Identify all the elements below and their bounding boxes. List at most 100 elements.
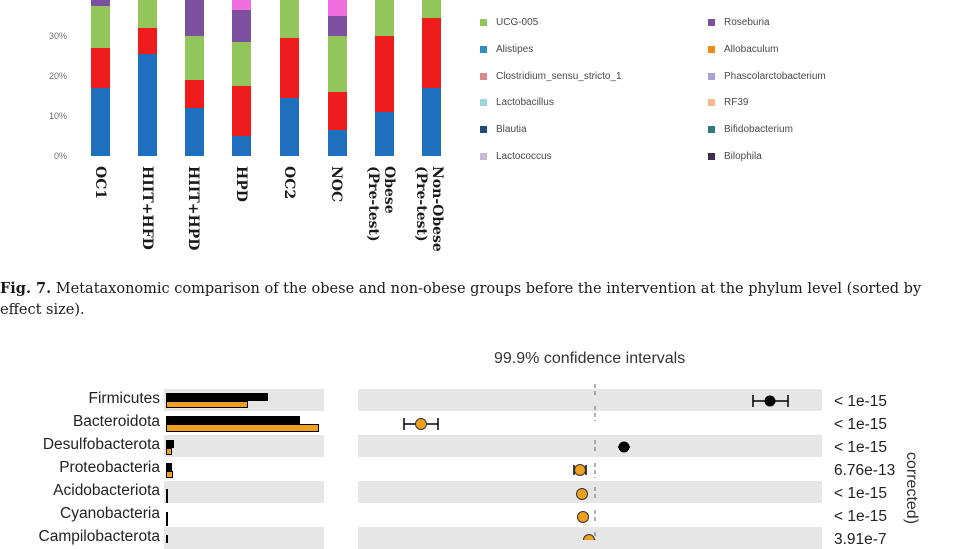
legend-label: Bilophila: [724, 151, 762, 162]
prop-bar-nonobese: [166, 471, 173, 478]
legend-swatch: [480, 19, 487, 26]
caption-label: Fig. 7.: [0, 280, 52, 297]
ci-point-acidobacteriota: [576, 488, 588, 500]
y-tick-20: 20%: [48, 71, 67, 81]
ci-title: 99.9% confidence intervals: [494, 350, 686, 367]
x-label-oc2: OC2: [281, 166, 297, 200]
bar-segment: [232, 0, 251, 10]
p-value: < 1e-15: [834, 508, 888, 525]
ci-point-proteobacteria: [573, 464, 587, 476]
prop-stripe-3: [164, 435, 324, 457]
legend-label: Bifidobacterium: [724, 124, 793, 135]
legend-swatch: [708, 153, 715, 160]
x-label-noc: NOC: [328, 166, 344, 203]
legend-label: Blautia: [496, 124, 527, 135]
legend-swatch: [708, 126, 715, 133]
ci-stripe-1: [358, 389, 822, 411]
prop-bar-nonobese: [166, 401, 248, 408]
x-label-oc1: OC1: [92, 166, 108, 200]
caption-text: Metataxonomic comparison of the obese an…: [51, 281, 922, 297]
bar-segment: [185, 80, 204, 108]
legend-label: Alistipes: [496, 44, 534, 55]
ci-point-desulfobacterota: [618, 441, 630, 453]
legend-label: Lactobacillus: [496, 97, 554, 108]
prop-bar-obese: [166, 440, 174, 448]
bar-segment: [232, 42, 251, 86]
bar-segment: [280, 38, 299, 98]
legend-swatch: [480, 46, 487, 53]
legend-label: Clostridium_sensu_stricto_1: [496, 71, 622, 82]
phylum-label: Proteobacteria: [59, 459, 160, 476]
phylum-label: Acidobacteriota: [53, 482, 160, 499]
bar-segment: [375, 112, 394, 156]
legend-label: Roseburia: [724, 17, 770, 28]
ci-point-cyanobacteria: [577, 511, 589, 523]
p-value: < 1e-15: [834, 485, 888, 502]
bar-segment: [91, 6, 110, 48]
x-label-obese-pretest: Obese (Pre-test): [365, 166, 397, 242]
prop-bar-obese: [166, 512, 168, 526]
prop-bar-obese: [166, 489, 168, 503]
bar-segment: [328, 36, 347, 92]
p-value: 3.91e-7: [834, 531, 887, 548]
bar-segment: [280, 0, 299, 38]
bar-segment: [422, 88, 441, 156]
p-value: 6.76e-13: [834, 462, 896, 479]
prop-bar-nonobese: [166, 448, 172, 455]
prop-bar-obese: [166, 535, 168, 543]
y-tick-10: 10%: [48, 111, 67, 121]
legend-swatch: [480, 99, 487, 106]
legend-swatch: [480, 73, 487, 80]
phylum-label: Bacteroidota: [72, 413, 160, 430]
bar-segment: [91, 0, 110, 6]
bar-segment: [280, 98, 299, 156]
prop-bar-obese: [166, 463, 172, 471]
phylum-label: Firmicutes: [88, 390, 160, 407]
y-tick-30: 30%: [48, 31, 67, 41]
ci-stripe-3: [358, 435, 822, 457]
y-tick-0: 0%: [53, 151, 67, 161]
prop-stripe-5: [164, 481, 324, 503]
bar-segment: [328, 0, 347, 16]
x-label-hiit-hpd: HIIT+HPD: [185, 166, 201, 251]
bar-segment: [138, 54, 157, 156]
bar-segment: [138, 0, 157, 28]
legend-label: RF39: [724, 97, 749, 108]
x-label-nonobese-pretest: Non-Obese (Pre-test): [413, 166, 445, 252]
p-value: < 1e-15: [834, 416, 888, 433]
bar-segment: [185, 0, 204, 36]
legend-swatch: [480, 153, 487, 160]
figure-caption: Fig. 7. Metataxonomic comparison of the …: [0, 279, 960, 299]
bar-segment: [185, 36, 204, 80]
x-label-hpd: HPD: [233, 166, 249, 202]
legend-label: UCG-005: [496, 17, 539, 28]
bar-segment: [328, 16, 347, 36]
y-side-label: corrected): [903, 452, 920, 525]
bar-segment: [375, 0, 394, 36]
ci-point-bacteroidota: [403, 418, 439, 430]
p-value: < 1e-15: [834, 439, 888, 456]
bar-segment: [422, 18, 441, 88]
legend-label: Lactococcus: [496, 151, 552, 162]
bar-segment: [232, 136, 251, 156]
p-value: < 1e-15: [834, 393, 888, 410]
legend-swatch: [708, 99, 715, 106]
bar-segment: [232, 10, 251, 42]
bar-segment: [91, 88, 110, 156]
prop-bar-obese: [166, 393, 268, 401]
legend-label: Allobaculum: [724, 44, 779, 55]
ci-point-firmicutes: [752, 395, 789, 407]
legend-swatch: [708, 19, 715, 26]
phylum-label: Desulfobacterota: [42, 436, 160, 453]
bar-segment: [91, 48, 110, 88]
bar-segment: [422, 0, 441, 18]
legend-swatch: [708, 73, 715, 80]
legend-label: Phascolarctobacterium: [724, 71, 826, 82]
bar-segment: [375, 36, 394, 112]
legend-swatch: [708, 46, 715, 53]
bar-segment: [232, 86, 251, 136]
bar-segment: [138, 28, 157, 54]
ci-point-campilobacterota: [583, 534, 595, 540]
ci-stripe-5: [358, 481, 822, 503]
